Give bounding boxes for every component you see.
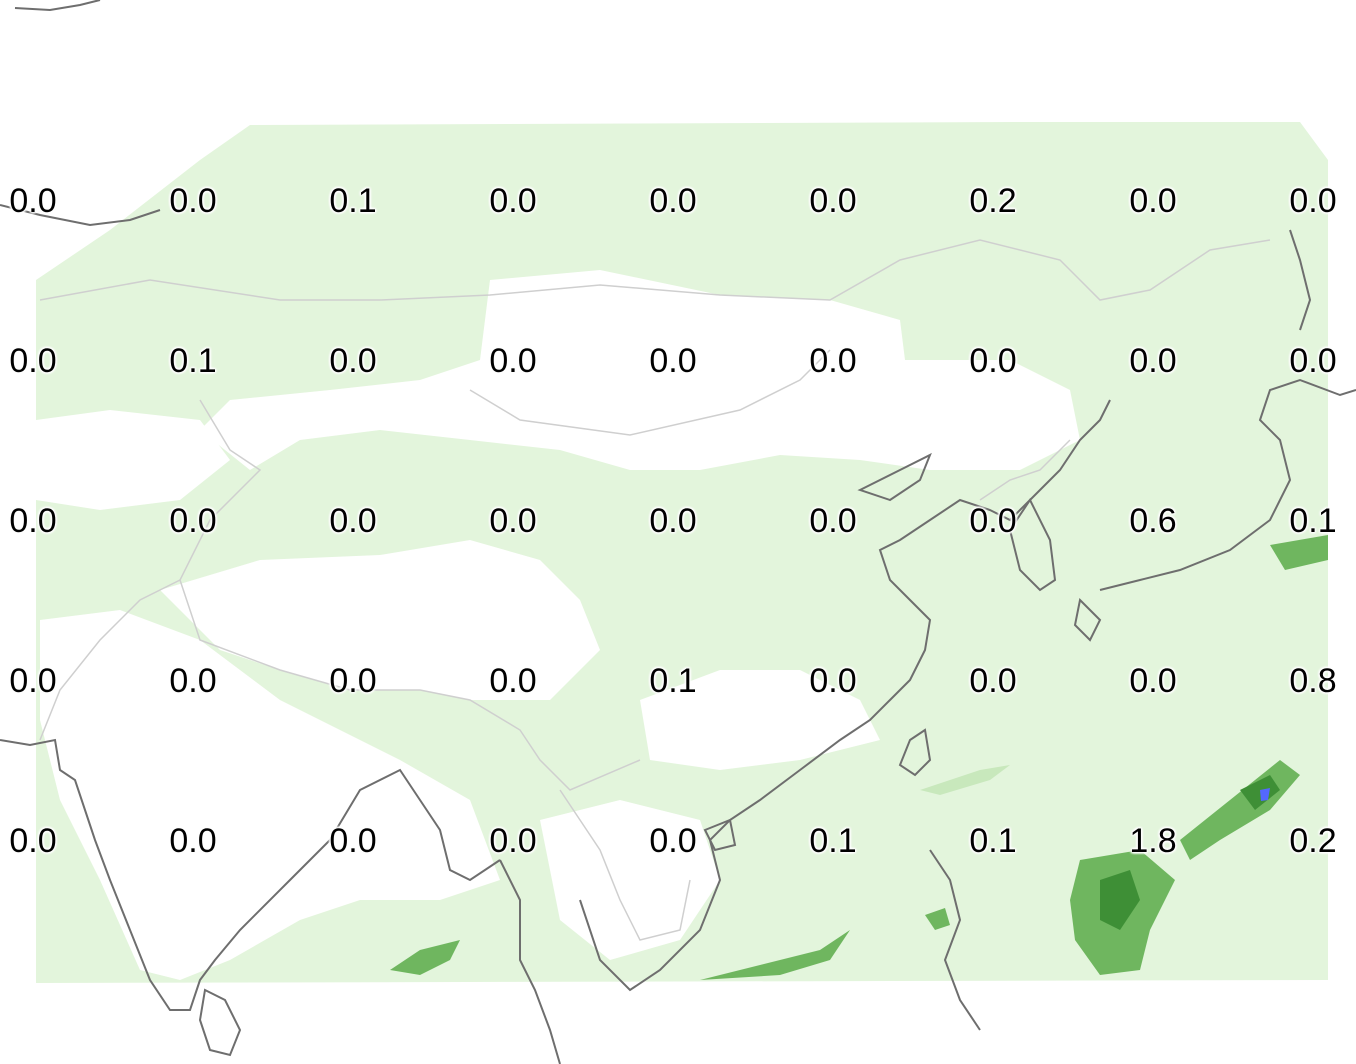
grid-value-r0-c1: 0.0 (148, 182, 238, 220)
grid-value-r3-c8: 0.8 (1268, 662, 1356, 700)
grid-value-r4-c5: 0.1 (788, 822, 878, 860)
grid-value-r1-c0: 0.0 (0, 342, 78, 380)
grid-value-r1-c2: 0.0 (308, 342, 398, 380)
grid-value-r3-c6: 0.0 (948, 662, 1038, 700)
grid-value-r3-c7: 0.0 (1108, 662, 1198, 700)
grid-value-r1-c4: 0.0 (628, 342, 718, 380)
grid-value-r0-c4: 0.0 (628, 182, 718, 220)
grid-value-r1-c7: 0.0 (1108, 342, 1198, 380)
grid-value-r0-c5: 0.0 (788, 182, 878, 220)
grid-value-r3-c3: 0.0 (468, 662, 558, 700)
grid-value-r2-c3: 0.0 (468, 502, 558, 540)
grid-value-r0-c3: 0.0 (468, 182, 558, 220)
grid-value-r4-c6: 0.1 (948, 822, 1038, 860)
grid-value-r2-c1: 0.0 (148, 502, 238, 540)
grid-value-r2-c5: 0.0 (788, 502, 878, 540)
grid-value-r2-c8: 0.1 (1268, 502, 1356, 540)
grid-value-r1-c8: 0.0 (1268, 342, 1356, 380)
grid-value-r4-c2: 0.0 (308, 822, 398, 860)
grid-value-r4-c7: 1.8 (1108, 822, 1198, 860)
coastline-sri-lanka (200, 990, 240, 1055)
grid-value-r0-c8: 0.0 (1268, 182, 1356, 220)
grid-value-r0-c0: 0.0 (0, 182, 78, 220)
grid-value-r4-c3: 0.0 (468, 822, 558, 860)
grid-value-r4-c1: 0.0 (148, 822, 238, 860)
grid-value-r4-c4: 0.0 (628, 822, 718, 860)
grid-value-r4-c8: 0.2 (1268, 822, 1356, 860)
grid-value-r2-c7: 0.6 (1108, 502, 1198, 540)
grid-value-r3-c2: 0.0 (308, 662, 398, 700)
grid-value-r2-c6: 0.0 (948, 502, 1038, 540)
grid-value-r2-c2: 0.0 (308, 502, 398, 540)
grid-value-r0-c7: 0.0 (1108, 182, 1198, 220)
grid-value-r1-c6: 0.0 (948, 342, 1038, 380)
coastline-top-left (15, 0, 100, 10)
grid-value-r1-c3: 0.0 (468, 342, 558, 380)
grid-value-r2-c4: 0.0 (628, 502, 718, 540)
grid-value-r0-c2: 0.1 (308, 182, 398, 220)
grid-value-r1-c5: 0.0 (788, 342, 878, 380)
grid-value-r2-c0: 0.0 (0, 502, 78, 540)
grid-value-r3-c4: 0.1 (628, 662, 718, 700)
grid-value-r0-c6: 0.2 (948, 182, 1038, 220)
grid-value-r3-c0: 0.0 (0, 662, 78, 700)
grid-value-r1-c1: 0.1 (148, 342, 238, 380)
grid-value-r4-c0: 0.0 (0, 822, 78, 860)
grid-value-r3-c5: 0.0 (788, 662, 878, 700)
grid-value-r3-c1: 0.0 (148, 662, 238, 700)
